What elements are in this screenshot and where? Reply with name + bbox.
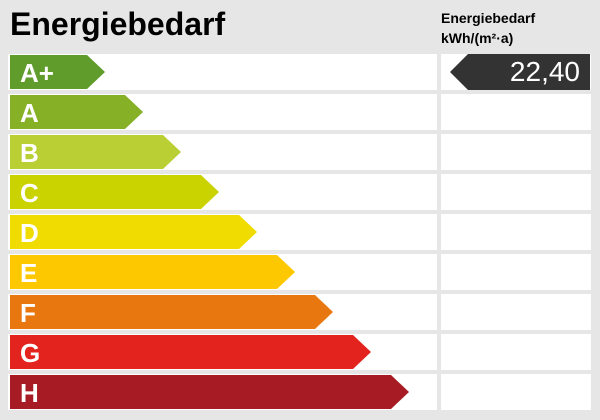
value-cell [441, 214, 591, 250]
class-arrow: G [10, 335, 371, 369]
value-cell [441, 294, 591, 330]
class-arrow: C [10, 175, 219, 209]
class-arrow: A+ [10, 55, 105, 89]
page-title: Energiebedarf [10, 6, 226, 42]
class-row-e: E [8, 254, 437, 290]
value-cell [441, 254, 591, 290]
class-row-d: D [8, 214, 437, 250]
class-arrow: H [10, 375, 409, 409]
class-row-h: H [8, 374, 437, 410]
value-cell [441, 374, 591, 410]
value-cell [441, 94, 591, 130]
class-arrow: E [10, 255, 295, 289]
value-cell [441, 134, 591, 170]
class-row-g: G [8, 334, 437, 370]
value-cell [441, 174, 591, 210]
value-indicator: 22,40 [450, 54, 590, 90]
class-arrow: A [10, 95, 143, 129]
value-cell: 22,40 [441, 54, 591, 90]
value-header-label: Energiebedarf [441, 10, 536, 26]
class-row-f: F [8, 294, 437, 330]
class-arrow: F [10, 295, 333, 329]
class-row-a: A [8, 94, 437, 130]
class-row-aplus: A+ [8, 54, 437, 90]
value-header-unit: kWh/(m²·a) [441, 30, 514, 46]
value-cell [441, 334, 591, 370]
class-arrow: B [10, 135, 181, 169]
class-arrow: D [10, 215, 257, 249]
value-header: Energiebedarf kWh/(m²·a) [441, 8, 535, 48]
class-row-c: C [8, 174, 437, 210]
class-row-b: B [8, 134, 437, 170]
